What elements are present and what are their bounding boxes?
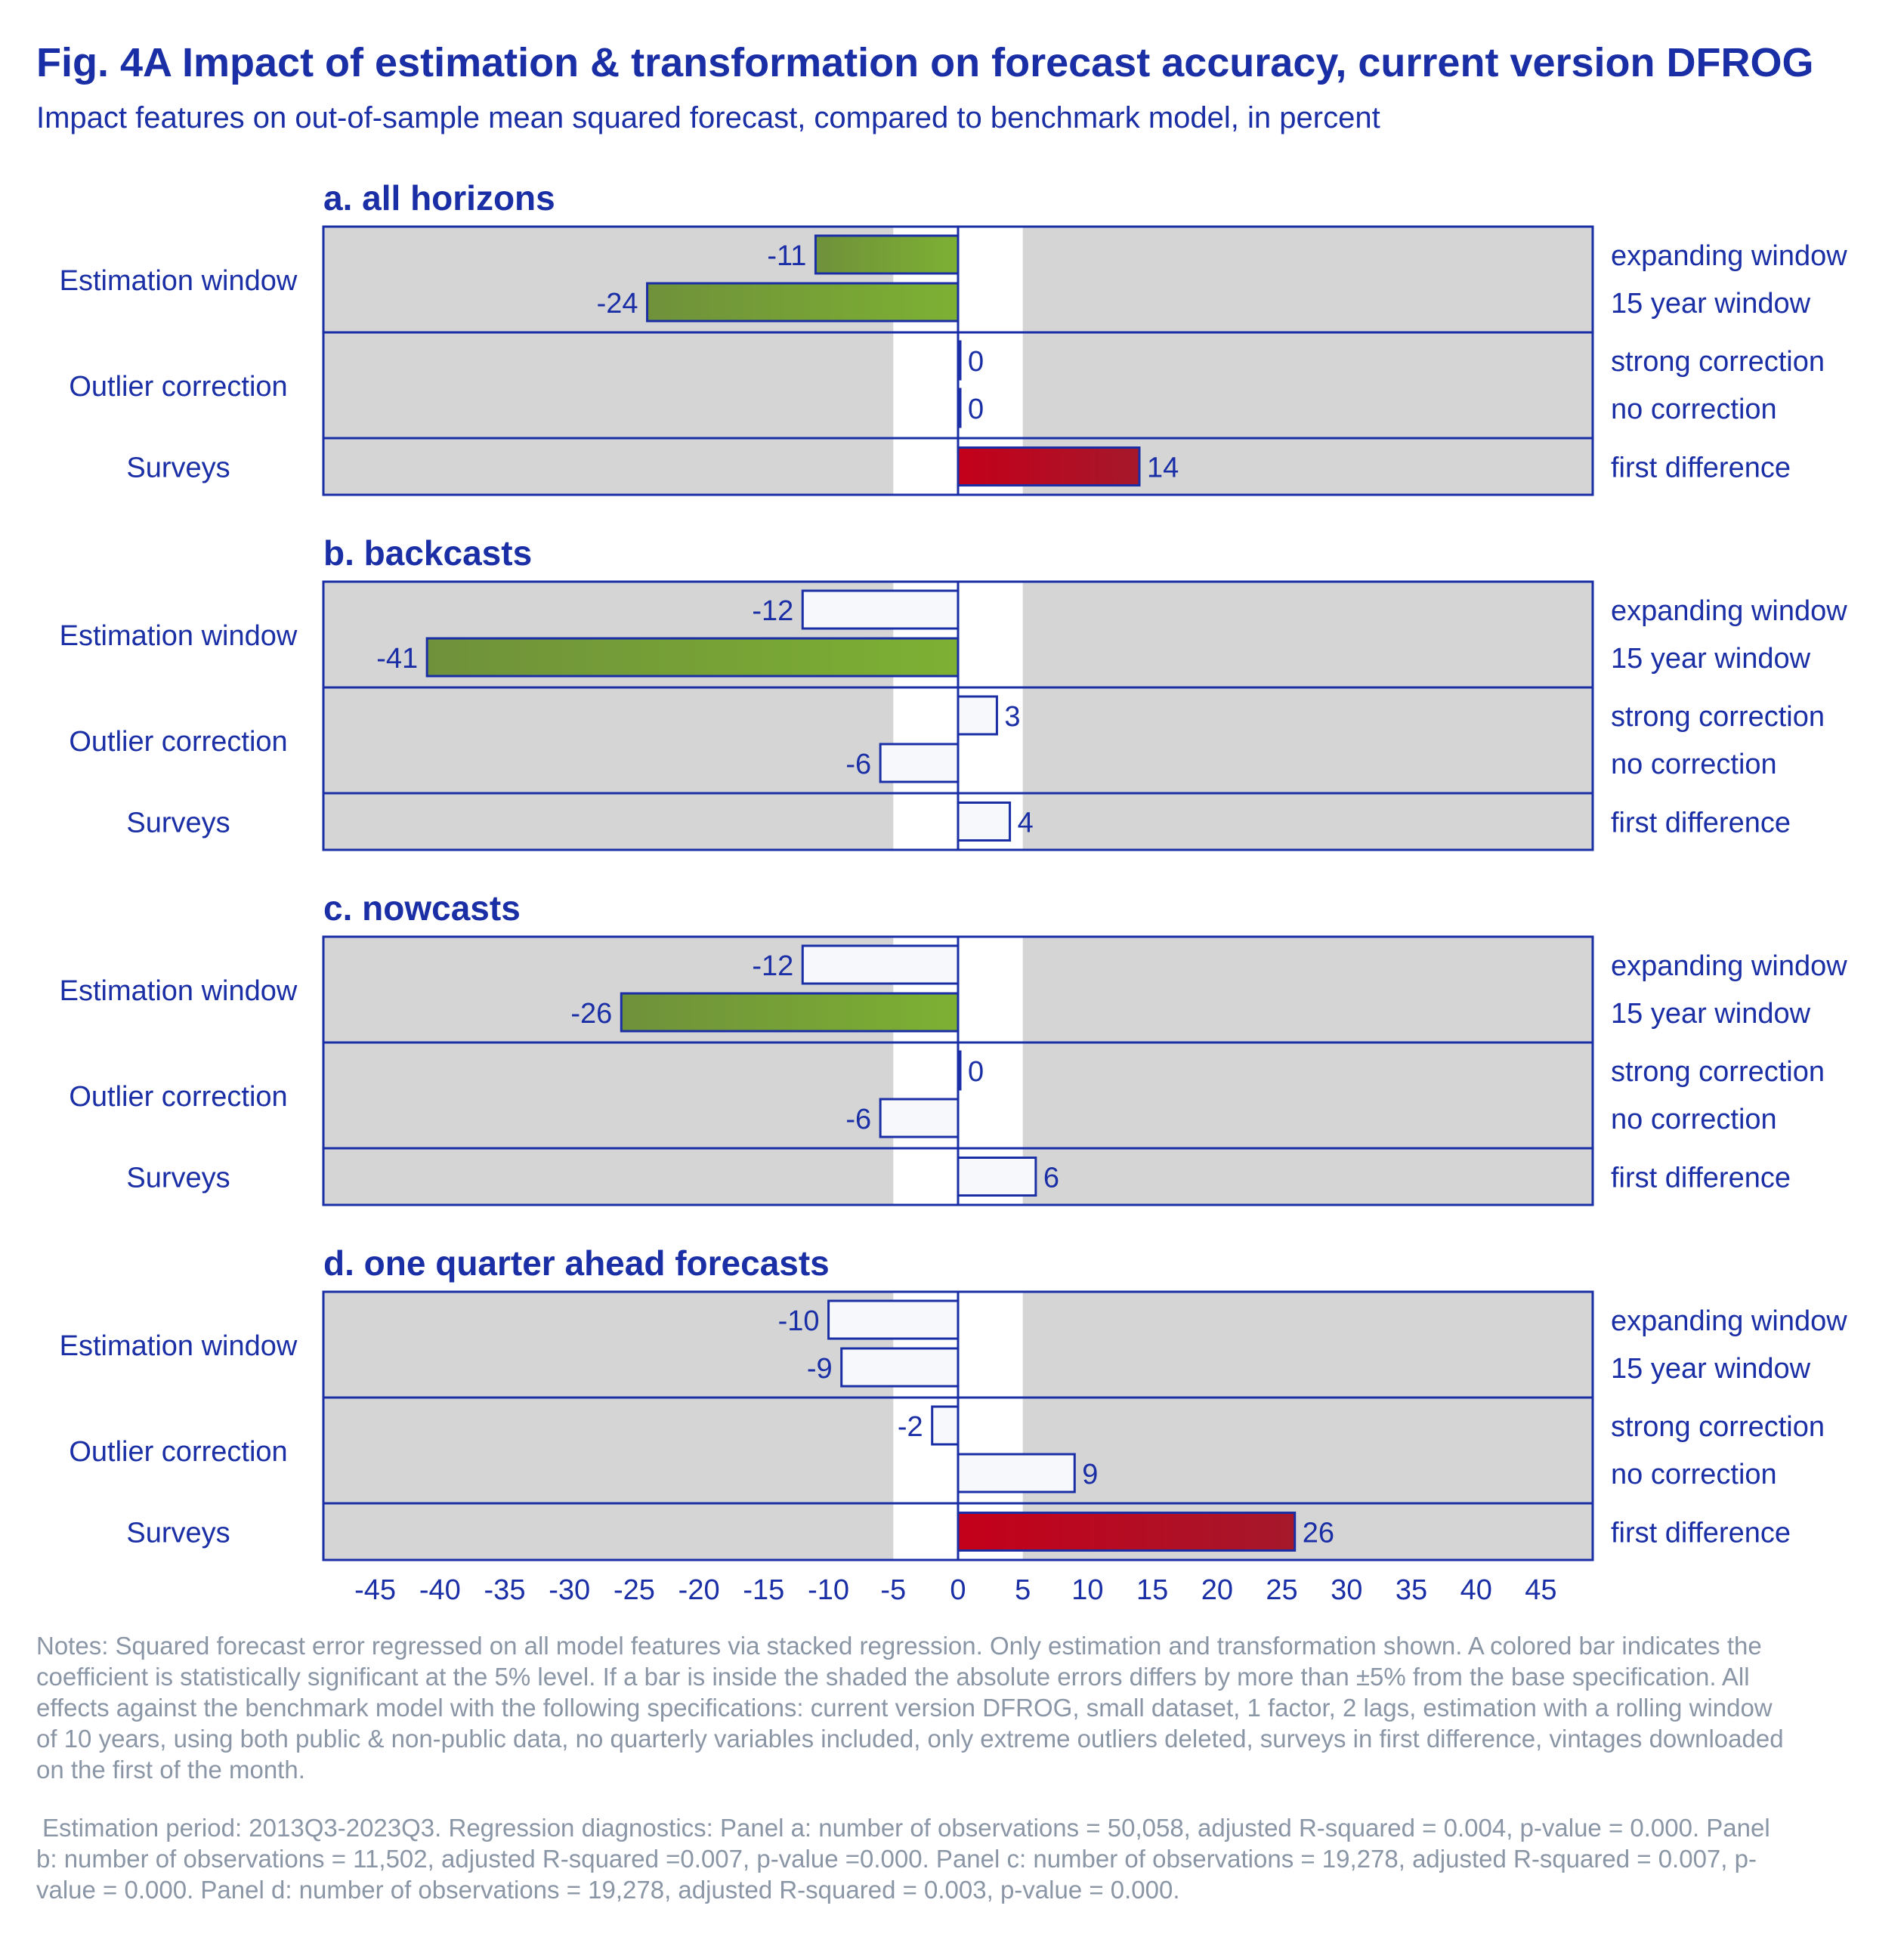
group-label: Surveys [126, 1518, 230, 1549]
x-tick-label: 45 [1525, 1574, 1556, 1606]
bar-value-label: 0 [968, 1056, 984, 1088]
x-tick-label: -15 [743, 1574, 784, 1606]
group-label: Surveys [126, 1163, 230, 1194]
bar [957, 446, 1141, 486]
bar [814, 234, 960, 275]
bar [425, 637, 960, 678]
bar-value-label: -2 [898, 1411, 923, 1443]
panel-title: d. one quarter ahead forecasts [323, 1243, 830, 1283]
bar-category-label: no correction [1611, 1459, 1777, 1490]
bar-value-label: 3 [1004, 701, 1020, 733]
bar [957, 695, 998, 736]
bar [957, 1512, 1297, 1552]
bar-category-label: 15 year window [1611, 643, 1811, 675]
bar-category-label: no correction [1611, 1104, 1777, 1135]
notes-paragraph-1: Notes: Squared forecast error regressed … [36, 1632, 1784, 1784]
bar-value-label: -24 [597, 288, 638, 320]
bar-value-label: 26 [1303, 1518, 1334, 1549]
bar-value-label: -6 [845, 1104, 871, 1135]
bar-value-label: 4 [1018, 808, 1034, 839]
bar [840, 1347, 960, 1388]
bar-category-label: first difference [1611, 1518, 1791, 1549]
group-label: Outlier correction [69, 1436, 287, 1468]
bar [931, 1405, 960, 1446]
bar-category-label: strong correction [1611, 1056, 1825, 1088]
bar-category-label: 15 year window [1611, 998, 1811, 1030]
bar [957, 802, 1012, 842]
bar [879, 1098, 960, 1138]
bar-value-label: -11 [767, 240, 806, 272]
group-label: Estimation window [60, 265, 298, 297]
bar-category-label: no correction [1611, 749, 1777, 780]
group-label: Outlier correction [69, 371, 287, 403]
bar-value-label: -9 [807, 1353, 833, 1385]
group-label: Estimation window [60, 975, 298, 1007]
bar-value-label: 14 [1147, 453, 1179, 484]
x-tick-label: 10 [1071, 1574, 1103, 1606]
bar-category-label: 15 year window [1611, 288, 1811, 320]
bar-value-label: 0 [968, 346, 984, 378]
x-tick-label: 35 [1396, 1574, 1427, 1606]
bar-category-label: first difference [1611, 453, 1791, 484]
bar [620, 992, 960, 1033]
bar-category-label: 15 year window [1611, 1353, 1811, 1385]
bar-category-label: strong correction [1611, 701, 1825, 733]
panel-title: b. backcasts [323, 533, 532, 573]
bar-value-label: 6 [1043, 1163, 1059, 1194]
x-tick-label: -35 [484, 1574, 526, 1606]
x-tick-label: 30 [1331, 1574, 1362, 1606]
x-tick-label: 40 [1460, 1574, 1492, 1606]
panel-title: a. all horizons [323, 178, 555, 218]
bar-chart: a. all horizons Estimation window -11 expan… [60, 178, 1848, 1606]
bar-value-label: 0 [968, 394, 984, 425]
bar [801, 944, 960, 985]
bar-category-label: expanding window [1611, 1305, 1847, 1337]
bar-category-label: expanding window [1611, 595, 1847, 627]
bar [646, 282, 960, 323]
x-tick-label: -30 [549, 1574, 590, 1606]
group-label: Estimation window [60, 1330, 298, 1362]
figure-subtitle: Impact features on out-of-sample mean sq… [36, 101, 1380, 134]
bar-value-label: -6 [845, 749, 871, 780]
figure-title: Fig. 4A Impact of estimation & transform… [36, 40, 1814, 85]
bar [957, 1453, 1076, 1493]
group-label: Surveys [126, 453, 230, 484]
bar-value-label: -12 [752, 595, 793, 627]
bar-category-label: strong correction [1611, 1411, 1825, 1443]
bar [827, 1299, 960, 1340]
bar-category-label: expanding window [1611, 950, 1847, 982]
bar [801, 589, 960, 630]
bar-category-label: expanding window [1611, 240, 1847, 272]
x-tick-label: -45 [354, 1574, 396, 1606]
x-tick-label: -10 [808, 1574, 849, 1606]
notes-paragraph-2: Estimation period: 2013Q3-2023Q3. Regres… [36, 1814, 1770, 1904]
bar-category-label: strong correction [1611, 346, 1825, 378]
bar-value-label: -10 [778, 1305, 820, 1337]
bar-value-label: -26 [570, 998, 612, 1030]
x-tick-label: 20 [1201, 1574, 1233, 1606]
x-tick-label: -20 [678, 1574, 720, 1606]
x-tick-label: 25 [1266, 1574, 1297, 1606]
x-tick-label: -40 [419, 1574, 461, 1606]
bar-value-label: -41 [376, 643, 418, 675]
figure-notes: Notes: Squared forecast error regressed … [36, 1630, 1797, 1932]
bar-category-label: no correction [1611, 394, 1777, 425]
group-label: Outlier correction [69, 1081, 287, 1113]
x-tick-label: -5 [880, 1574, 906, 1606]
x-tick-label: 5 [1015, 1574, 1031, 1606]
group-label: Outlier correction [69, 726, 287, 758]
bar-category-label: first difference [1611, 1163, 1791, 1194]
bar [957, 1157, 1037, 1197]
bar-value-label: -12 [752, 950, 793, 982]
bar-value-label: 9 [1082, 1459, 1098, 1490]
x-tick-label: -25 [614, 1574, 655, 1606]
x-tick-label: 0 [950, 1574, 966, 1606]
bar [879, 743, 960, 783]
x-tick-label: 15 [1136, 1574, 1168, 1606]
panel-title: c. nowcasts [323, 888, 521, 928]
bar-category-label: first difference [1611, 808, 1791, 839]
group-label: Surveys [126, 808, 230, 839]
group-label: Estimation window [60, 620, 298, 652]
